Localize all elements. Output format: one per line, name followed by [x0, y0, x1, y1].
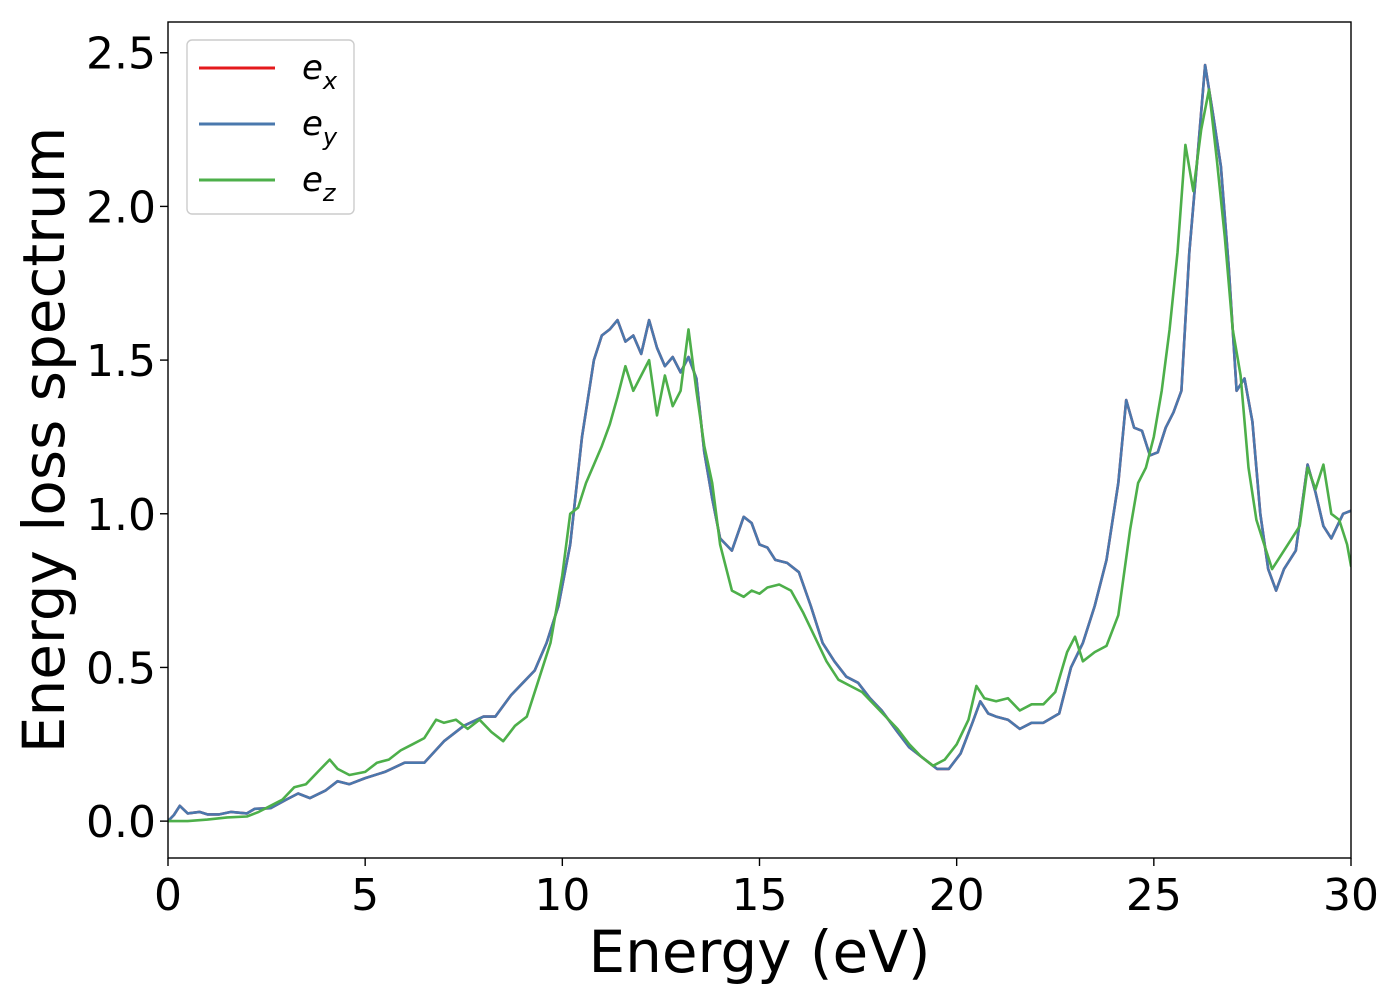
y-tick-label: 2.5: [86, 29, 156, 80]
y-axis-ticks: 0.0 0.5 1.0 1.5 2.0 2.5: [86, 29, 168, 848]
x-axis-ticks: 0 5 10 15 20 25 30: [154, 858, 1379, 921]
legend-label-subscript: y: [322, 123, 338, 151]
series-line-z: [168, 88, 1351, 823]
y-tick-label: 1.5: [86, 336, 156, 387]
legend-label-subscript: x: [322, 67, 338, 95]
y-tick-label: 2.0: [86, 182, 156, 233]
x-tick-label: 15: [732, 870, 788, 921]
y-tick-label: 0.0: [86, 797, 156, 848]
y-tick-label: 0.5: [86, 643, 156, 694]
y-tick-label: 1.0: [86, 490, 156, 541]
legend-label-base: e: [302, 48, 323, 88]
legend-box: [186, 39, 355, 215]
legend-label-y: ey: [302, 104, 338, 151]
x-tick-label: 20: [929, 870, 985, 921]
series-line-y: [168, 63, 1351, 823]
legend-label-x: ex: [302, 48, 338, 95]
legend-label-subscript: z: [322, 179, 337, 207]
x-axis-title: Energy (eV): [588, 918, 930, 986]
x-tick-label: 25: [1126, 870, 1182, 921]
legend-label-base: e: [302, 160, 323, 200]
x-tick-label: 5: [351, 870, 379, 921]
x-tick-label: 30: [1323, 870, 1379, 921]
legend-label-z: ez: [302, 160, 337, 207]
series-layer: [168, 63, 1351, 823]
x-tick-label: 0: [154, 870, 182, 921]
y-axis-title: Energy loss spectrum: [10, 127, 78, 753]
x-tick-label: 10: [534, 870, 590, 921]
legend-label-base: e: [302, 104, 323, 144]
